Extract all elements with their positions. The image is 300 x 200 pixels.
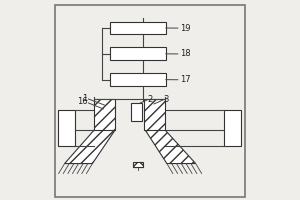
Bar [58,110,74,146]
Bar [133,162,143,167]
Bar [110,47,166,60]
Text: 17: 17 [180,75,190,84]
Text: 19: 19 [180,24,190,33]
Bar [131,103,142,121]
Text: 18: 18 [180,49,190,58]
Polygon shape [64,130,115,164]
Polygon shape [145,130,196,164]
Bar [224,110,242,146]
Bar [110,22,166,34]
Text: 1: 1 [82,94,87,103]
Bar [94,99,115,130]
Bar [144,99,165,130]
Text: 2: 2 [148,95,153,104]
Text: 3: 3 [164,95,169,104]
Text: 16: 16 [77,97,87,106]
Bar [110,73,166,86]
